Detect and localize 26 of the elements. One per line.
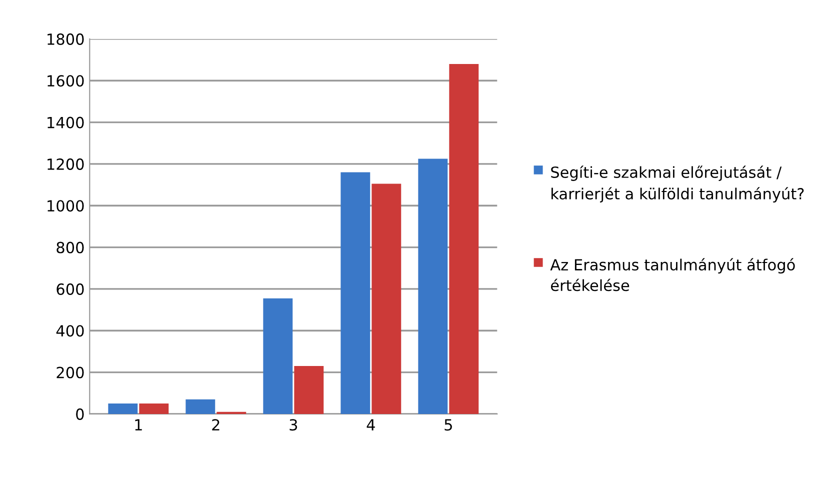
bar — [108, 404, 138, 414]
bar — [186, 399, 216, 414]
bar — [294, 366, 324, 414]
bar — [418, 158, 448, 414]
y-tick-label: 1200 — [48, 158, 84, 170]
y-tick-label: 800 — [56, 242, 84, 254]
y-tick-label: 1000 — [48, 200, 84, 212]
x-tick-label: 5 — [444, 419, 452, 431]
bar — [449, 64, 479, 414]
bar — [340, 172, 370, 414]
y-tick-label: 1800 — [48, 33, 84, 45]
bar — [139, 404, 169, 414]
y-tick-label: 400 — [56, 325, 84, 337]
y-tick-label: 600 — [56, 283, 84, 295]
y-tick-label: 0 — [76, 408, 84, 420]
bar — [372, 184, 402, 414]
y-tick-label: 200 — [56, 366, 84, 378]
x-tick-label: 4 — [366, 419, 375, 430]
x-tick-label: 1 — [135, 419, 142, 430]
bar — [263, 298, 293, 414]
legend-label: Az Erasmus tanulmányút átfogó értékelése — [550, 258, 795, 292]
y-tick-label: 1400 — [48, 116, 84, 128]
y-tick-label: 1600 — [48, 75, 84, 87]
x-tick-label: 3 — [290, 419, 298, 431]
x-tick-label: 2 — [212, 419, 220, 430]
legend-label: Segíti-e szakmai előrejutását / karrierjét a külföldi tanulmányút? — [551, 166, 804, 202]
